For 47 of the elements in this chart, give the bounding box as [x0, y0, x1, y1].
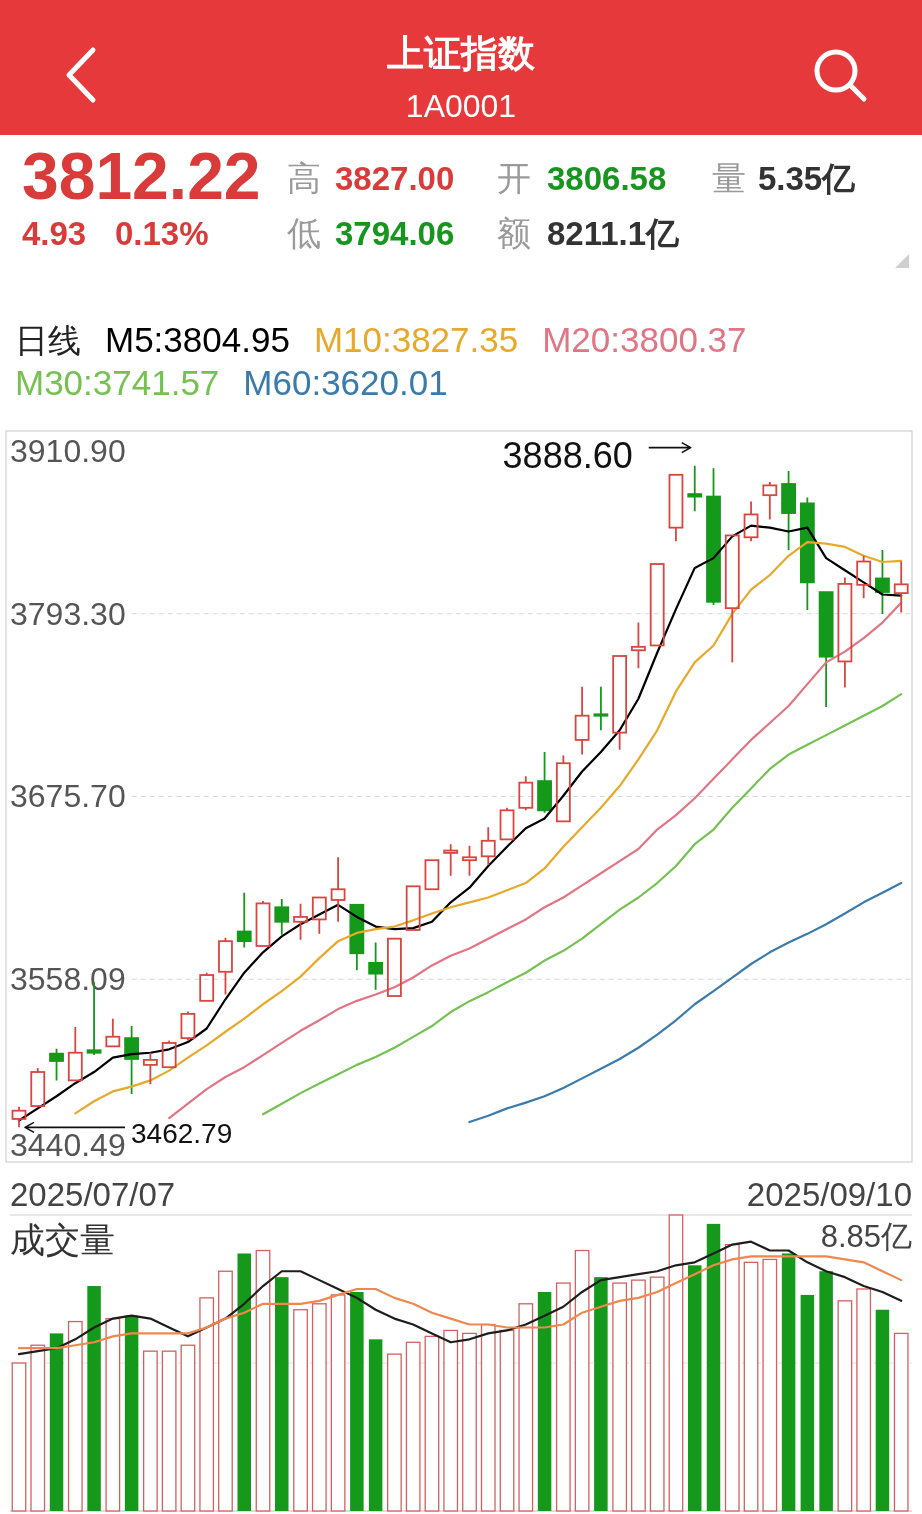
text: 3827.00: [335, 160, 455, 197]
bar: [237, 1253, 251, 1511]
bar: [800, 1294, 815, 1511]
text: M5:3804.95: [105, 320, 290, 359]
legend-title: 日线: [15, 322, 81, 359]
bar: [537, 1291, 552, 1511]
bar: [87, 1286, 101, 1511]
text: 3812.22: [22, 139, 261, 213]
text: 2025/07/07: [10, 1176, 176, 1213]
text: 1A0001: [405, 88, 517, 124]
chart-title: 成交量: [10, 1220, 115, 1259]
bar: [819, 1271, 833, 1511]
y-tick-label: 3558.09: [10, 961, 126, 998]
y-tick-label: 3440.49: [10, 1127, 126, 1163]
text: 额: [497, 214, 531, 252]
bar: [350, 1291, 364, 1511]
bar: [706, 1223, 721, 1511]
text: 3794.06: [335, 215, 455, 252]
text: 3806.58: [547, 160, 667, 197]
text: 上证指数: [387, 33, 536, 74]
bar: [275, 1277, 289, 1511]
bar: [49, 1333, 64, 1511]
bar: [875, 1309, 890, 1511]
text: 高: [287, 159, 321, 197]
text: M30:3741.57: [15, 363, 220, 402]
y-tick-label: 3675.70: [10, 778, 126, 815]
text: 量: [712, 159, 746, 197]
bar: [368, 1339, 383, 1511]
y-tick-label: 3910.90: [10, 433, 126, 469]
text: M10:3827.35: [313, 320, 519, 359]
text: 低: [287, 214, 321, 252]
bar: [124, 1315, 139, 1511]
bar: [594, 1277, 608, 1511]
y-tick-label: 3793.30: [10, 595, 126, 632]
text: 2025/09/10: [746, 1176, 912, 1213]
annotation: 3888.60: [502, 434, 633, 476]
text: M60:3620.01: [243, 363, 448, 402]
text: 0.13%: [115, 215, 209, 252]
text: 4.93: [22, 215, 87, 252]
text: 开: [497, 159, 531, 197]
text: M20:3800.37: [542, 320, 747, 359]
annotation: 3462.79: [130, 1118, 233, 1150]
bar: [781, 1253, 796, 1511]
text: 5.35亿: [758, 160, 857, 197]
text: 8211.1亿: [547, 215, 681, 252]
bar: [687, 1265, 702, 1511]
annotation: 8.85亿: [820, 1219, 912, 1254]
